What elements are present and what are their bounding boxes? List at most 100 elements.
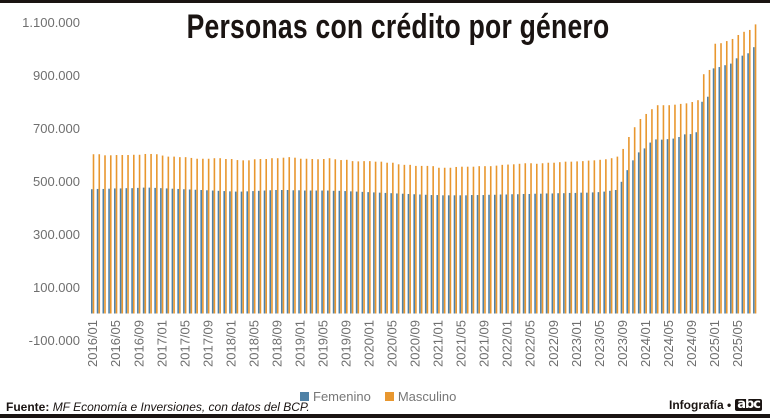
bar-femenino: [459, 195, 462, 314]
bar-masculino: [674, 104, 676, 314]
bar-femenino: [649, 142, 652, 314]
bar-masculino: [276, 158, 279, 314]
bar-femenino: [655, 139, 657, 314]
x-tick-label: 2017/09: [200, 320, 215, 367]
bar-masculino: [593, 160, 596, 314]
bar-femenino: [321, 190, 323, 314]
legend-item-masculino: Masculino: [384, 389, 457, 404]
bar-masculino: [697, 100, 699, 314]
femenino-swatch: [300, 392, 309, 401]
bar-femenino: [430, 195, 433, 314]
bar-masculino: [213, 158, 216, 314]
bar-femenino: [194, 189, 197, 314]
x-tick-label: 2017/05: [177, 320, 192, 367]
bar-masculino: [351, 161, 354, 314]
bar-femenino: [361, 191, 364, 314]
bar-masculino: [415, 165, 417, 314]
bar-masculino: [749, 29, 751, 314]
bar-masculino: [374, 161, 377, 314]
bar-femenino: [183, 189, 185, 314]
bar-femenino: [465, 195, 467, 314]
bar-masculino: [432, 166, 434, 314]
bar-femenino: [154, 187, 156, 314]
abc-logo: abc: [735, 397, 762, 412]
bar-femenino: [229, 191, 231, 314]
bar-masculino: [265, 159, 268, 314]
bar-masculino: [455, 166, 457, 314]
source-label: Fuente:: [6, 400, 50, 414]
legend-label-masculino: Masculino: [397, 389, 457, 404]
bar-femenino: [304, 190, 306, 314]
bar-femenino: [390, 193, 392, 314]
x-tick-label: 2018/01: [223, 320, 238, 367]
bar-femenino: [707, 96, 709, 314]
bar-femenino: [108, 188, 110, 314]
bar-femenino: [240, 191, 243, 314]
y-axis: -100.000 100.000 300.000 500.000 700.000 900.…: [22, 15, 80, 348]
bar-masculino: [639, 118, 642, 314]
bar-femenino: [551, 193, 554, 314]
bar-femenino: [505, 194, 508, 314]
bar-masculino: [328, 158, 331, 314]
bar-masculino: [334, 159, 337, 314]
bar-masculino: [248, 160, 250, 314]
bar-masculino: [173, 156, 175, 314]
bar-masculino: [628, 137, 630, 314]
x-tick-label: 2024/01: [638, 320, 653, 367]
bar-femenino: [137, 187, 139, 314]
legend-item-femenino: Femenino: [300, 389, 371, 404]
x-tick-label: 2025/01: [707, 320, 722, 367]
bar-femenino: [735, 58, 738, 314]
bar-masculino: [541, 163, 544, 314]
x-tick-label: 2016/09: [131, 320, 146, 367]
bar-masculino: [633, 127, 636, 314]
bar-femenino: [131, 188, 133, 314]
bar-femenino: [401, 193, 404, 314]
source-text: MF Economía e Inversiones, con datos del…: [52, 400, 310, 414]
bar-femenino: [626, 170, 628, 314]
legend-label-femenino: Femenino: [313, 389, 371, 404]
y-tick-label: 300.000: [33, 227, 80, 242]
bar-femenino: [730, 63, 732, 314]
bar-femenino: [442, 195, 444, 314]
bar-masculino: [743, 31, 745, 314]
x-tick-label: 2018/09: [269, 320, 284, 367]
bar-masculino: [461, 166, 463, 314]
x-tick-label: 2024/09: [684, 320, 699, 367]
bar-masculino: [305, 158, 308, 314]
bar-femenino: [753, 47, 755, 314]
bar-femenino: [102, 188, 105, 314]
bar-masculino: [484, 166, 486, 314]
bar-femenino: [563, 193, 565, 314]
x-tick-label: 2021/05: [454, 320, 469, 367]
bar-femenino: [528, 193, 531, 314]
bar-femenino: [517, 194, 519, 314]
bar-masculino: [121, 155, 124, 314]
bar-masculino: [478, 166, 481, 314]
bar-femenino: [263, 190, 266, 314]
bar-masculino: [236, 160, 239, 314]
credit: Infografía • abc: [669, 398, 762, 412]
bar-femenino: [597, 192, 600, 314]
bar-masculino: [230, 159, 233, 314]
bar-masculino: [322, 159, 325, 314]
bar-femenino: [298, 190, 300, 314]
y-tick-label: 700.000: [33, 121, 80, 136]
bar-femenino: [591, 192, 594, 314]
bars: [91, 24, 757, 314]
bar-masculino: [495, 165, 498, 314]
masculino-swatch: [384, 392, 394, 401]
bar-masculino: [346, 159, 348, 314]
x-tick-label: 2018/05: [246, 320, 261, 367]
bar-femenino: [482, 195, 485, 314]
bar-masculino: [472, 166, 475, 314]
bar-femenino: [557, 193, 559, 314]
bar-masculino: [570, 161, 573, 314]
bar-femenino: [499, 194, 502, 314]
bar-femenino: [206, 190, 208, 314]
bar-femenino: [741, 55, 744, 314]
x-tick-label: 2023/09: [615, 320, 630, 367]
bar-masculino: [426, 165, 429, 314]
bar-femenino: [286, 190, 289, 314]
bar-masculino: [559, 162, 561, 314]
